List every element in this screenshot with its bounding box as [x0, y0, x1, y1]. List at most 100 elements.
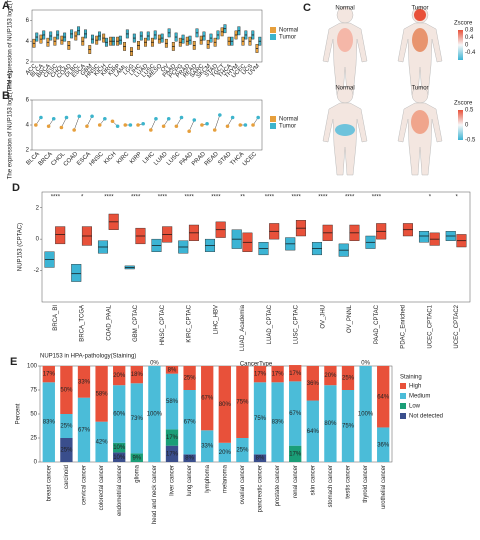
value-label: 25%	[60, 448, 73, 454]
bar-segment	[60, 366, 73, 414]
value-label: 75%	[254, 416, 267, 422]
y-tick-label: 6	[26, 18, 30, 24]
bar-segment	[95, 421, 108, 462]
bar-segment	[359, 366, 372, 462]
y-tick-label: 4	[26, 123, 30, 129]
x-tick-label: BRCA_TCGA	[80, 305, 86, 342]
bar-segment	[218, 366, 231, 443]
legend-label: Medium	[409, 394, 430, 400]
bar-segment	[306, 400, 319, 462]
value-label: 10%	[113, 445, 126, 451]
bar-segment	[130, 366, 143, 384]
point	[136, 123, 140, 127]
y-tick-label: 2	[26, 148, 30, 154]
point	[200, 123, 204, 127]
value-label: 58%	[96, 391, 109, 397]
colorbar-tick: -0.5	[465, 138, 476, 144]
colorbar	[458, 110, 463, 140]
bar-segment	[77, 397, 91, 462]
x-tick-label: colorectal cancer	[99, 465, 105, 510]
bar-segment	[253, 454, 267, 462]
y-tick-label: 25	[30, 436, 37, 442]
x-tick-label: glioma	[134, 464, 140, 482]
bar-segment	[130, 383, 143, 454]
bar-segment	[95, 366, 108, 422]
legend-swatch	[400, 383, 406, 389]
value-label: 9%	[132, 455, 141, 461]
y-axis-label: The expression of NUP153 log2(TPM+1)	[8, 0, 14, 90]
bar-segment	[165, 445, 179, 462]
point	[192, 118, 197, 122]
legend-label: Normal	[279, 28, 298, 34]
panel-label: A	[2, 0, 10, 12]
point	[243, 123, 248, 127]
bar-segment	[113, 452, 126, 462]
organ	[335, 124, 355, 136]
box	[55, 226, 66, 245]
point	[34, 123, 38, 127]
point	[238, 123, 243, 127]
point	[64, 115, 69, 120]
figure-label: Tumor	[411, 6, 428, 12]
legend-title: Staining	[400, 375, 422, 381]
point	[230, 115, 235, 120]
point	[174, 124, 179, 129]
significance: *	[455, 195, 458, 201]
bar-segment	[183, 366, 196, 390]
x-tick-label: OV_PNNL	[347, 304, 353, 333]
colorbar-tick: -0.4	[465, 50, 476, 56]
y-tick-label: 0	[34, 460, 38, 466]
y-tick-label: 2	[26, 60, 30, 66]
legend-label: High	[409, 384, 421, 390]
significance: ****	[131, 195, 141, 201]
value-label: 17%	[166, 435, 179, 441]
x-tick-label: PDAC_Enriched	[401, 305, 407, 349]
x-tick-label: lymphoma	[205, 464, 211, 492]
point	[46, 124, 51, 129]
x-tick-label: LUSC_CPTAC	[294, 304, 300, 344]
value-label: 17%	[254, 372, 267, 378]
point	[179, 115, 184, 120]
point	[251, 123, 255, 127]
x-tick-label: HNSC_CPTAC	[160, 304, 166, 345]
significance: ****	[104, 195, 114, 201]
organ	[411, 110, 429, 134]
value-label: 67%	[78, 427, 91, 433]
x-tick-label: PAAD_CPTAC	[374, 304, 380, 344]
bar-segment	[113, 385, 126, 443]
bar-segment	[165, 366, 179, 374]
value-label: 18%	[131, 372, 144, 378]
point	[90, 114, 94, 119]
value-label: 80%	[324, 421, 337, 427]
legend-label: Tumor	[279, 35, 296, 41]
bar-segment	[148, 366, 161, 462]
colorbar-tick: 0.5	[465, 108, 474, 114]
value-label: 67%	[289, 411, 302, 417]
bar-segment	[289, 445, 302, 462]
value-label: 64%	[307, 429, 320, 435]
point	[205, 121, 209, 126]
legend-swatch	[400, 413, 406, 419]
point	[97, 123, 102, 127]
bar-segment	[271, 366, 284, 383]
value-label: 75%	[236, 400, 249, 406]
point	[59, 125, 64, 130]
significance: ****	[51, 195, 61, 201]
y-tick-label: 2	[36, 205, 40, 211]
figure-label: Normal	[335, 6, 354, 12]
x-tick-label: prostate cancer	[275, 465, 281, 506]
bar-segment	[60, 438, 73, 462]
x-tick-label: LUAD_Academia	[240, 304, 246, 351]
value-label: 25%	[184, 376, 197, 382]
bar-segment	[324, 366, 337, 386]
bar-segment	[341, 390, 355, 462]
y-axis-label: The expression of NUP153 log2(TPM+1)	[8, 71, 14, 180]
panel-label: D	[12, 182, 20, 194]
value-label: 83%	[43, 420, 56, 426]
point	[110, 119, 115, 124]
bar-segment	[60, 414, 73, 438]
point	[72, 128, 76, 132]
significance: ****	[291, 195, 301, 201]
point	[39, 115, 43, 120]
